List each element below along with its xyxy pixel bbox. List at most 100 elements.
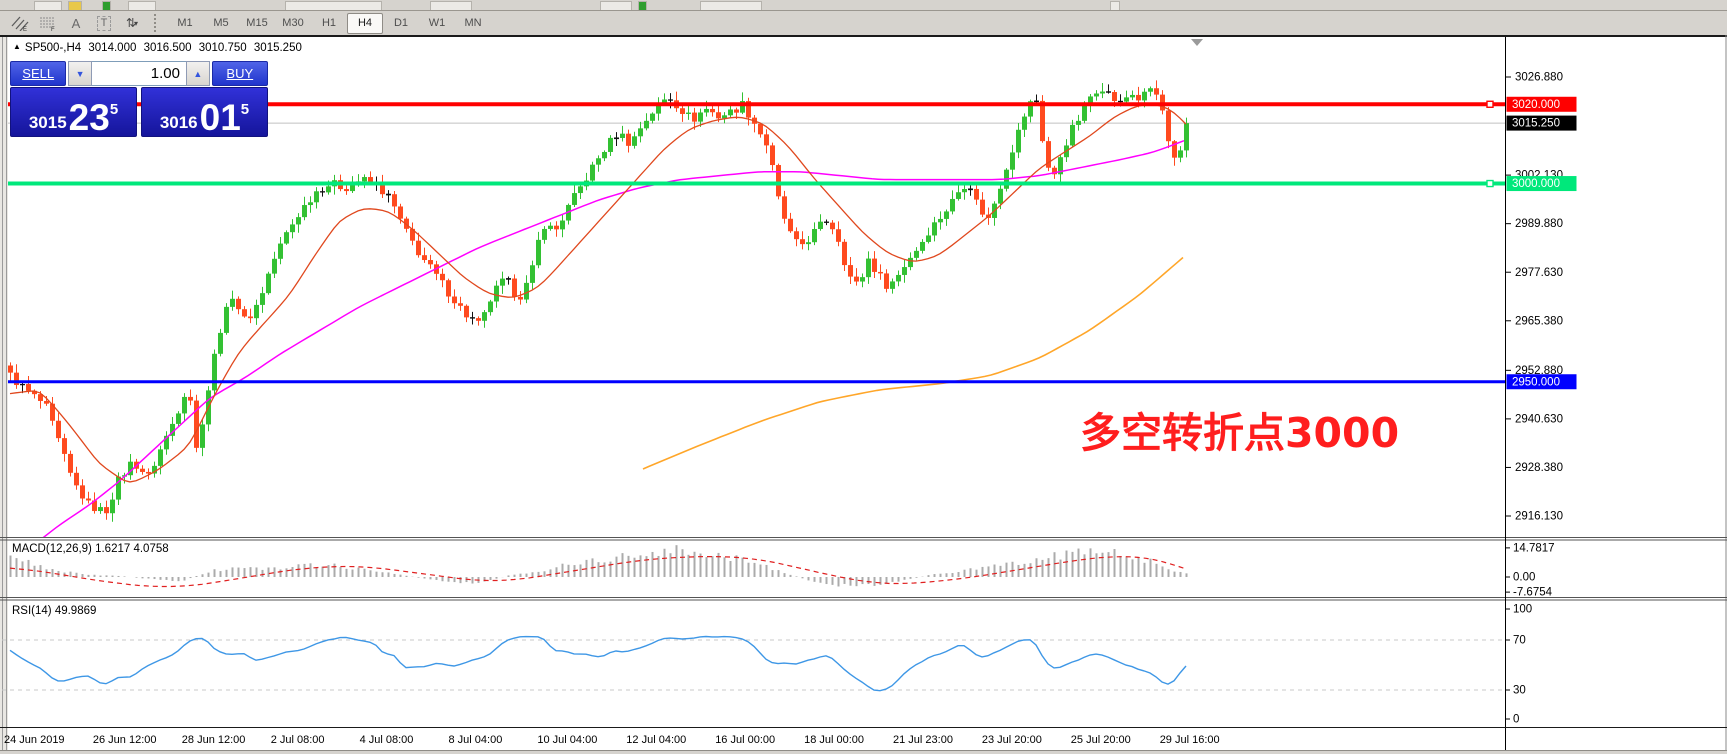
candle-body — [14, 372, 19, 386]
toolbar-fragment — [430, 1, 472, 10]
time-axis-label: 12 Jul 04:00 — [626, 734, 686, 746]
candle-body — [566, 204, 571, 221]
candle-body — [56, 420, 61, 439]
symbol-name: SP500-,H4 — [24, 42, 82, 54]
candle-body — [770, 145, 775, 166]
chart-canvas[interactable]: 3026.8803002.1302989.8802977.6302965.380… — [0, 35, 1727, 754]
candle-body — [236, 298, 241, 310]
candle-body — [152, 465, 157, 474]
price-badge-2950.000 — [1506, 374, 1577, 390]
sell-button[interactable]: SELL — [10, 61, 67, 86]
candle-body — [632, 136, 637, 146]
candle-body — [50, 403, 55, 421]
rsi-axis-label: 100 — [1513, 604, 1532, 616]
candle-body — [998, 188, 1003, 204]
candle-body — [164, 435, 169, 450]
tf-button-M15[interactable]: M15 — [246, 17, 268, 29]
price-axis-label: 2940.630 — [1515, 413, 1563, 425]
buy-button[interactable]: BUY — [211, 61, 268, 86]
tf-button-M5[interactable]: M5 — [213, 17, 229, 29]
price-badge-label: 3020.000 — [1512, 99, 1560, 111]
candle-body — [362, 177, 367, 182]
candle-body — [446, 280, 451, 297]
candle-body — [884, 273, 889, 289]
macd-axis-label: 0.00 — [1513, 572, 1535, 584]
ohlc-close: 3015.250 — [253, 42, 302, 54]
candle-body — [1112, 92, 1117, 102]
tf-button-MN[interactable]: MN — [464, 17, 482, 29]
candle-body — [914, 250, 919, 258]
volume-decrease-button[interactable]: ▼ — [68, 61, 92, 86]
caret-up-icon: ▲ — [193, 68, 203, 79]
time-axis-label: 24 Jun 2019 — [4, 734, 65, 746]
arrow-objects-tool[interactable]: ⇅ ▾ — [119, 12, 145, 34]
candle-body — [230, 298, 235, 307]
volume-input[interactable] — [92, 61, 186, 86]
toolbar-drag-handle[interactable] — [154, 14, 161, 32]
candle-body — [728, 109, 733, 116]
candle-body — [1178, 150, 1183, 158]
candle-body — [224, 306, 229, 333]
text-label-tool[interactable]: T — [91, 12, 117, 34]
candle-body — [644, 120, 649, 129]
time-axis-label: 18 Jul 00:00 — [804, 734, 864, 746]
candle-body — [506, 278, 511, 280]
candle-body — [500, 278, 505, 286]
price-axis-label: 2928.380 — [1515, 462, 1563, 474]
candle-body — [638, 128, 643, 137]
candle-body — [440, 273, 445, 281]
candle-body — [1166, 110, 1171, 142]
tf-button-M1[interactable]: M1 — [177, 17, 193, 29]
tf-button-H4[interactable]: H4 — [347, 12, 383, 34]
candle-body — [956, 192, 961, 199]
tf-button-M30[interactable]: M30 — [282, 17, 304, 29]
left-gutter — [0, 37, 8, 750]
ask-price-stem: 3016 — [159, 113, 198, 132]
price-badge-3015.250 — [1506, 115, 1577, 131]
candle-body — [1070, 124, 1075, 146]
candle-body — [800, 239, 805, 245]
candle-body — [902, 267, 907, 275]
candle-body — [218, 332, 223, 354]
macd-layer — [9, 545, 1188, 588]
bid-price-pips: 23 — [68, 96, 110, 138]
bid-quote-panel[interactable]: 3015 23 5 — [10, 87, 138, 138]
candle-body — [530, 265, 535, 283]
candle-body — [980, 199, 985, 215]
tf-button-H1[interactable]: H1 — [321, 17, 337, 29]
candle-body — [242, 309, 247, 317]
ask-quote-panel[interactable]: 3016 01 5 — [140, 87, 268, 137]
candle-body — [866, 258, 871, 278]
time-axis-label: 10 Jul 04:00 — [537, 734, 597, 746]
candle-body — [1028, 101, 1033, 117]
tf-button-D1[interactable]: D1 — [393, 17, 409, 29]
candle-body — [746, 101, 751, 118]
arrows-icon: ⇅ — [125, 16, 137, 30]
chart-text-annotation[interactable]: 多空转折点3000 — [1080, 409, 1400, 457]
hline-handle-red[interactable] — [1486, 100, 1494, 108]
candle-body — [542, 228, 547, 240]
svg-text:E: E — [23, 27, 27, 31]
text-tool[interactable]: A — [63, 12, 89, 34]
candle-body — [488, 301, 493, 313]
candle-body — [110, 499, 115, 514]
candle-body — [1022, 116, 1027, 130]
candle-body — [386, 194, 391, 196]
equidistant-channel-tool[interactable]: E — [7, 12, 33, 34]
fibonacci-tool[interactable]: F — [35, 12, 61, 34]
candle-body — [626, 133, 631, 146]
candle-body — [368, 177, 373, 182]
price-axis-label: 3026.880 — [1515, 72, 1563, 84]
hline-handle-green[interactable] — [1486, 179, 1494, 188]
candle-body — [476, 318, 481, 321]
volume-increase-button[interactable]: ▲ — [186, 61, 210, 86]
candle-body — [1076, 120, 1081, 125]
candle-body — [416, 240, 421, 256]
tf-button-W1[interactable]: W1 — [428, 17, 446, 29]
candle-body — [590, 164, 595, 181]
candle-body — [1082, 104, 1087, 121]
toolbar-fragment — [128, 1, 156, 10]
candle-body — [560, 220, 565, 230]
time-axis-label: 21 Jul 23:00 — [893, 734, 953, 746]
candle-body — [494, 285, 499, 302]
